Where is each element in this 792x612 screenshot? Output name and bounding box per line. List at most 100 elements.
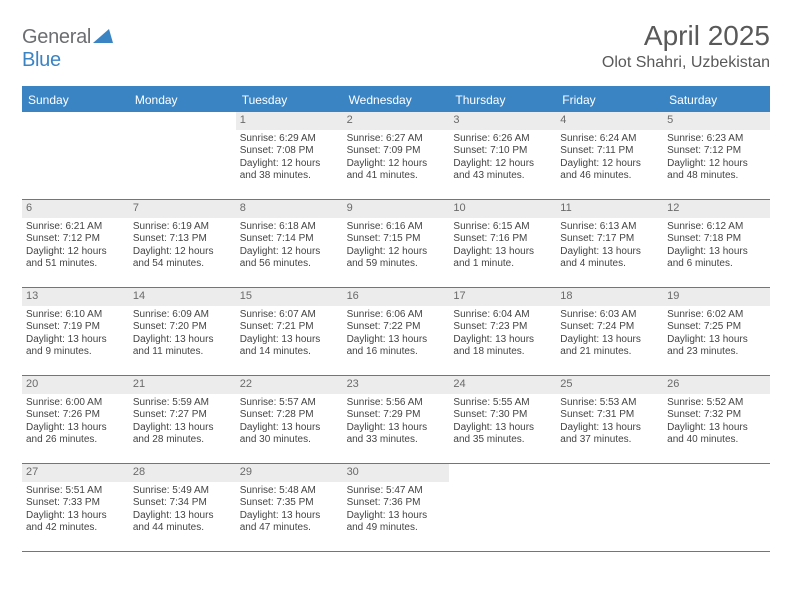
daylight1-text: Daylight: 13 hours: [558, 334, 661, 347]
sunset-text: Sunset: 7:21 PM: [238, 321, 341, 334]
day-number: 19: [663, 288, 770, 306]
sunrise-text: Sunrise: 6:09 AM: [131, 309, 234, 322]
sunset-text: Sunset: 7:18 PM: [665, 233, 768, 246]
day-number: 17: [449, 288, 556, 306]
daylight2-text: and 14 minutes.: [238, 346, 341, 359]
sunrise-text: Sunrise: 6:10 AM: [24, 309, 127, 322]
sunset-text: Sunset: 7:15 PM: [345, 233, 448, 246]
day-number: 21: [129, 376, 236, 394]
day-number: 7: [129, 200, 236, 218]
daylight2-text: and 41 minutes.: [345, 170, 448, 183]
daylight1-text: Daylight: 13 hours: [24, 422, 127, 435]
calendar-cell: 18Sunrise: 6:03 AMSunset: 7:24 PMDayligh…: [556, 288, 663, 376]
sunset-text: Sunset: 7:19 PM: [24, 321, 127, 334]
sunrise-text: Sunrise: 6:07 AM: [238, 309, 341, 322]
day-number: 8: [236, 200, 343, 218]
sunrise-text: Sunrise: 6:23 AM: [665, 133, 768, 146]
sunset-text: Sunset: 7:28 PM: [238, 409, 341, 422]
calendar-cell: 5Sunrise: 6:23 AMSunset: 7:12 PMDaylight…: [663, 112, 770, 200]
sunset-text: Sunset: 7:17 PM: [558, 233, 661, 246]
calendar-cell: 14Sunrise: 6:09 AMSunset: 7:20 PMDayligh…: [129, 288, 236, 376]
daylight2-text: and 37 minutes.: [558, 434, 661, 447]
day-number: 10: [449, 200, 556, 218]
calendar-cell: 16Sunrise: 6:06 AMSunset: 7:22 PMDayligh…: [343, 288, 450, 376]
day-number: 18: [556, 288, 663, 306]
dayhead-tuesday: Tuesday: [236, 88, 343, 112]
day-number: 16: [343, 288, 450, 306]
calendar-cell: 3Sunrise: 6:26 AMSunset: 7:10 PMDaylight…: [449, 112, 556, 200]
sunset-text: Sunset: 7:32 PM: [665, 409, 768, 422]
daylight1-text: Daylight: 13 hours: [451, 334, 554, 347]
sunrise-text: Sunrise: 6:19 AM: [131, 221, 234, 234]
sunset-text: Sunset: 7:29 PM: [345, 409, 448, 422]
daylight2-text: and 46 minutes.: [558, 170, 661, 183]
daylight2-text: and 35 minutes.: [451, 434, 554, 447]
day-number: 15: [236, 288, 343, 306]
sunrise-text: Sunrise: 5:51 AM: [24, 485, 127, 498]
calendar-cell: 10Sunrise: 6:15 AMSunset: 7:16 PMDayligh…: [449, 200, 556, 288]
daylight2-text: and 42 minutes.: [24, 522, 127, 535]
calendar-cell: 7Sunrise: 6:19 AMSunset: 7:13 PMDaylight…: [129, 200, 236, 288]
daylight2-text: and 40 minutes.: [665, 434, 768, 447]
daylight2-text: and 56 minutes.: [238, 258, 341, 271]
daylight2-text: and 28 minutes.: [131, 434, 234, 447]
dayhead-thursday: Thursday: [449, 88, 556, 112]
sunrise-text: Sunrise: 6:00 AM: [24, 397, 127, 410]
sunrise-text: Sunrise: 6:27 AM: [345, 133, 448, 146]
daylight1-text: Daylight: 13 hours: [558, 422, 661, 435]
daylight2-text: and 9 minutes.: [24, 346, 127, 359]
daylight2-text: and 16 minutes.: [345, 346, 448, 359]
daylight1-text: Daylight: 12 hours: [345, 158, 448, 171]
daylight2-text: and 59 minutes.: [345, 258, 448, 271]
sunset-text: Sunset: 7:36 PM: [345, 497, 448, 510]
sunset-text: Sunset: 7:23 PM: [451, 321, 554, 334]
day-number: 27: [22, 464, 129, 482]
sunrise-text: Sunrise: 6:15 AM: [451, 221, 554, 234]
logo-part2: Blue: [22, 49, 61, 71]
sunrise-text: Sunrise: 5:47 AM: [345, 485, 448, 498]
day-number: 22: [236, 376, 343, 394]
calendar-cell-empty: .: [22, 112, 129, 200]
calendar-cell: 1Sunrise: 6:29 AMSunset: 7:08 PMDaylight…: [236, 112, 343, 200]
daylight2-text: and 18 minutes.: [451, 346, 554, 359]
logo: GeneralBlue: [22, 20, 113, 72]
sunset-text: Sunset: 7:08 PM: [238, 145, 341, 158]
calendar-cell: 26Sunrise: 5:52 AMSunset: 7:32 PMDayligh…: [663, 376, 770, 464]
day-number: 4: [556, 112, 663, 130]
month-title: April 2025: [602, 20, 770, 52]
day-number: 9: [343, 200, 450, 218]
daylight1-text: Daylight: 13 hours: [345, 422, 448, 435]
daylight1-text: Daylight: 12 hours: [451, 158, 554, 171]
daylight1-text: Daylight: 13 hours: [238, 510, 341, 523]
dayhead-sunday: Sunday: [22, 88, 129, 112]
sunrise-text: Sunrise: 6:02 AM: [665, 309, 768, 322]
sunrise-text: Sunrise: 5:53 AM: [558, 397, 661, 410]
calendar-cell: 19Sunrise: 6:02 AMSunset: 7:25 PMDayligh…: [663, 288, 770, 376]
day-number: 12: [663, 200, 770, 218]
sunset-text: Sunset: 7:30 PM: [451, 409, 554, 422]
sunset-text: Sunset: 7:11 PM: [558, 145, 661, 158]
daylight2-text: and 47 minutes.: [238, 522, 341, 535]
logo-part1: General: [22, 26, 91, 48]
sunrise-text: Sunrise: 6:13 AM: [558, 221, 661, 234]
header: GeneralBlue April 2025 Olot Shahri, Uzbe…: [22, 20, 770, 72]
sunset-text: Sunset: 7:35 PM: [238, 497, 341, 510]
daylight1-text: Daylight: 13 hours: [665, 334, 768, 347]
sunset-text: Sunset: 7:14 PM: [238, 233, 341, 246]
daylight1-text: Daylight: 13 hours: [131, 334, 234, 347]
calendar-cell: 22Sunrise: 5:57 AMSunset: 7:28 PMDayligh…: [236, 376, 343, 464]
day-number: 30: [343, 464, 450, 482]
daylight2-text: and 33 minutes.: [345, 434, 448, 447]
day-number: 29: [236, 464, 343, 482]
sunset-text: Sunset: 7:24 PM: [558, 321, 661, 334]
daylight1-text: Daylight: 13 hours: [131, 510, 234, 523]
calendar-cell: 29 Sunrise: 5:48 AMSunset: 7:35 PMDayligh…: [236, 464, 343, 552]
title-block: April 2025 Olot Shahri, Uzbekistan: [602, 20, 770, 72]
calendar-cell-empty: .: [663, 464, 770, 552]
daylight1-text: Daylight: 13 hours: [238, 334, 341, 347]
day-number: 6: [22, 200, 129, 218]
day-number: 3: [449, 112, 556, 130]
daylight1-text: Daylight: 13 hours: [451, 422, 554, 435]
day-number: 25: [556, 376, 663, 394]
sunrise-text: Sunrise: 5:48 AM: [238, 485, 341, 498]
